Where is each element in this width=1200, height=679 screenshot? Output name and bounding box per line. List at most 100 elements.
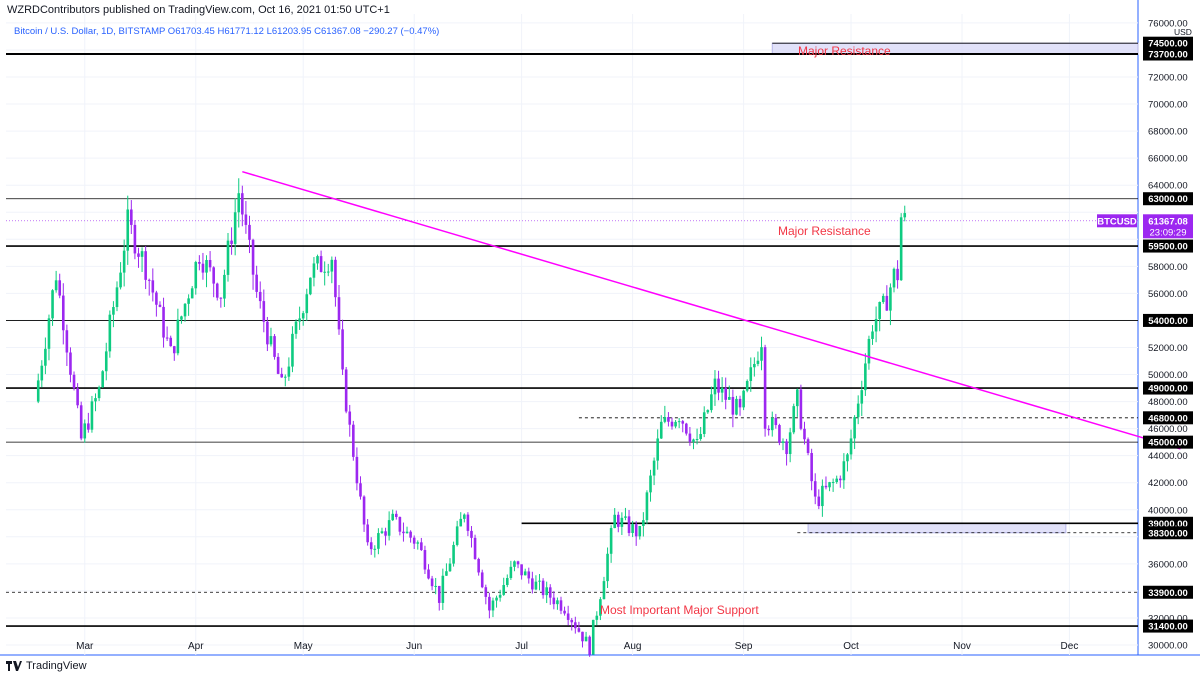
y-tick-label[interactable]: 32000.00 [1148, 613, 1188, 624]
level-price-tag[interactable] [1143, 585, 1193, 599]
candle-body [223, 274, 226, 299]
y-tick-label[interactable]: 46000.00 [1148, 424, 1188, 435]
level-price-tag-text: 38300.00 [1148, 528, 1188, 539]
candle-body [781, 441, 785, 443]
level-price-tag[interactable] [1143, 435, 1193, 449]
candle-body [588, 636, 591, 655]
candle-body [269, 336, 273, 345]
y-tick-label[interactable]: 44000.00 [1148, 451, 1188, 462]
candle-body [420, 542, 423, 551]
candle-body [505, 578, 509, 586]
candle-body [330, 259, 334, 272]
candle-body [230, 240, 233, 244]
y-tick-label[interactable]: 70000.00 [1148, 100, 1188, 111]
level-price-tag-text: 73700.00 [1148, 50, 1188, 61]
y-tick-label[interactable]: 30000.00 [1148, 641, 1188, 652]
candle-body [441, 575, 445, 603]
candle-body [556, 600, 559, 605]
candle-body [896, 268, 899, 281]
level-price-tag[interactable] [1143, 619, 1193, 633]
candle-body [398, 516, 402, 532]
candle-body [627, 516, 631, 534]
tradingview-footer[interactable]: TradingView [6, 660, 87, 672]
tradingview-logo-icon [6, 661, 22, 671]
time-axis[interactable]: Mar Apr May Jun Jul Aug Sep Oct Nov Dec [76, 641, 1078, 652]
level-price-tag[interactable] [1143, 526, 1193, 540]
candle-body [355, 456, 359, 484]
level-price-tag[interactable] [1143, 36, 1193, 50]
level-price-tag[interactable] [1143, 411, 1193, 425]
y-tick-label[interactable]: 56000.00 [1148, 289, 1188, 300]
candle-body [634, 524, 638, 537]
candle-body [473, 537, 477, 559]
candle-body [613, 514, 617, 529]
candle-body [806, 439, 810, 453]
y-tick-label[interactable]: 52000.00 [1148, 343, 1188, 354]
candle-body [463, 514, 466, 519]
level-price-tag[interactable] [1143, 239, 1193, 253]
y-tick-label[interactable]: 40000.00 [1148, 505, 1188, 516]
month-tick-label[interactable]: Jun [406, 641, 422, 652]
candle-body [248, 224, 251, 240]
candle-body [61, 295, 65, 331]
candle-body [305, 294, 309, 314]
month-tick-label[interactable]: Oct [843, 641, 859, 652]
y-tick-label[interactable]: 76000.00 [1148, 18, 1188, 29]
candle-body [380, 531, 384, 534]
y-tick-label[interactable]: 68000.00 [1148, 127, 1188, 138]
candle-body [591, 619, 595, 655]
candle-body [83, 423, 87, 439]
y-tick-label[interactable]: 42000.00 [1148, 478, 1188, 489]
month-tick-label[interactable]: Dec [1061, 641, 1079, 652]
last-price-tag[interactable] [1143, 214, 1193, 239]
y-tick-label[interactable]: 48000.00 [1148, 397, 1188, 408]
candle-body [584, 636, 588, 642]
candle-body [326, 271, 330, 273]
price-axis[interactable]: 30000.00 32000.00 36000.00 40000.00 42000.00… [1143, 18, 1193, 652]
candle-body [738, 398, 742, 408]
level-price-tag-text: 33900.00 [1148, 588, 1188, 599]
candle-body [849, 438, 853, 455]
candle-body [667, 417, 670, 422]
candle-body [767, 428, 770, 431]
candle-body [513, 561, 516, 567]
y-tick-label[interactable]: 72000.00 [1148, 73, 1188, 84]
y-tick-label[interactable]: 58000.00 [1148, 262, 1188, 273]
candle-body [491, 600, 495, 611]
symbol-tag-text: BTCUSD [1097, 216, 1137, 227]
month-tick-label[interactable]: Nov [953, 641, 971, 652]
candle-body [498, 594, 502, 598]
month-tick-label[interactable]: May [294, 641, 313, 652]
candle-body [495, 597, 498, 601]
candle-body [405, 531, 409, 534]
level-price-tag[interactable] [1143, 381, 1193, 395]
candle-body [803, 428, 806, 440]
month-tick-label[interactable]: Mar [76, 641, 94, 652]
candle-body [595, 615, 599, 620]
y-tick-label[interactable]: 66000.00 [1148, 154, 1188, 165]
level-price-tag[interactable] [1143, 47, 1193, 61]
level-price-tag-text: 46800.00 [1148, 413, 1188, 424]
y-tick-label[interactable]: 36000.00 [1148, 559, 1188, 570]
candle-body [831, 482, 835, 484]
candle-body [720, 387, 724, 393]
month-tick-label[interactable]: Apr [188, 641, 204, 652]
level-price-tag[interactable] [1143, 313, 1193, 327]
candle-body [871, 331, 874, 339]
candle-body [835, 478, 839, 483]
candle-body [276, 356, 280, 374]
y-tick-label[interactable]: 64000.00 [1148, 181, 1188, 192]
candle-body [842, 461, 846, 481]
month-tick-label[interactable]: Jul [515, 641, 528, 652]
month-tick-label[interactable]: Sep [735, 641, 753, 652]
y-tick-label[interactable]: 50000.00 [1148, 370, 1188, 381]
month-tick-label[interactable]: Aug [624, 641, 642, 652]
level-price-tag-text: 45000.00 [1148, 438, 1188, 449]
candle-body [151, 280, 155, 293]
candle-body [466, 514, 470, 531]
symbol-legend[interactable]: Bitcoin / U.S. Dollar, 1D, BITSTAMP O617… [14, 26, 440, 37]
candle-body [566, 613, 570, 620]
candle-body [652, 460, 656, 476]
level-price-tag[interactable] [1143, 192, 1193, 206]
candle-body [727, 396, 731, 400]
